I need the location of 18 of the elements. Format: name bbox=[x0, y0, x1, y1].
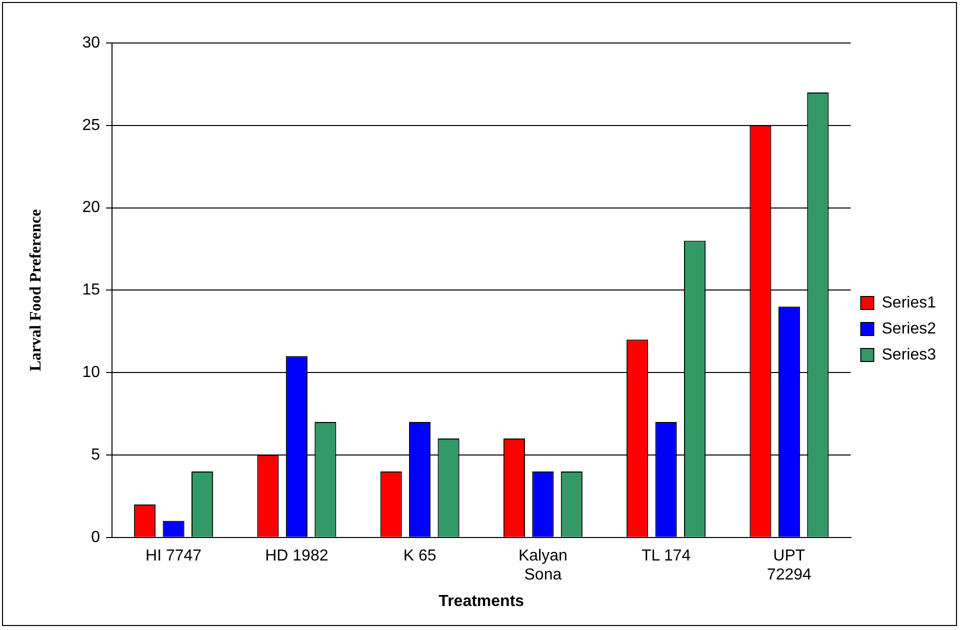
x-tick-label: UPT 72294 bbox=[766, 547, 812, 584]
x-tick-label: K 65 bbox=[403, 547, 436, 564]
y-tick-label: 10 bbox=[82, 364, 100, 382]
y-tick-label: 20 bbox=[82, 199, 100, 216]
y-tick-label: 5 bbox=[91, 446, 100, 464]
x-tick-label: HI 7747 bbox=[146, 547, 202, 564]
legend-label: Series2 bbox=[882, 320, 936, 338]
y-tick-label: 25 bbox=[82, 116, 100, 134]
y-axis-title: Larval Food Preference bbox=[28, 209, 45, 372]
x-tick-label: Kalyan Sona bbox=[518, 547, 568, 584]
x-tick-label: TL 174 bbox=[641, 547, 691, 564]
y-tick-label: 15 bbox=[82, 282, 100, 299]
y-tick-label: 30 bbox=[82, 34, 100, 52]
legend-label: Series3 bbox=[882, 346, 936, 364]
y-tick-label: 0 bbox=[91, 528, 100, 546]
x-axis-title: Treatments bbox=[438, 592, 524, 610]
legend-label: Series1 bbox=[882, 294, 936, 312]
x-tick-label: HD 1982 bbox=[265, 547, 328, 564]
